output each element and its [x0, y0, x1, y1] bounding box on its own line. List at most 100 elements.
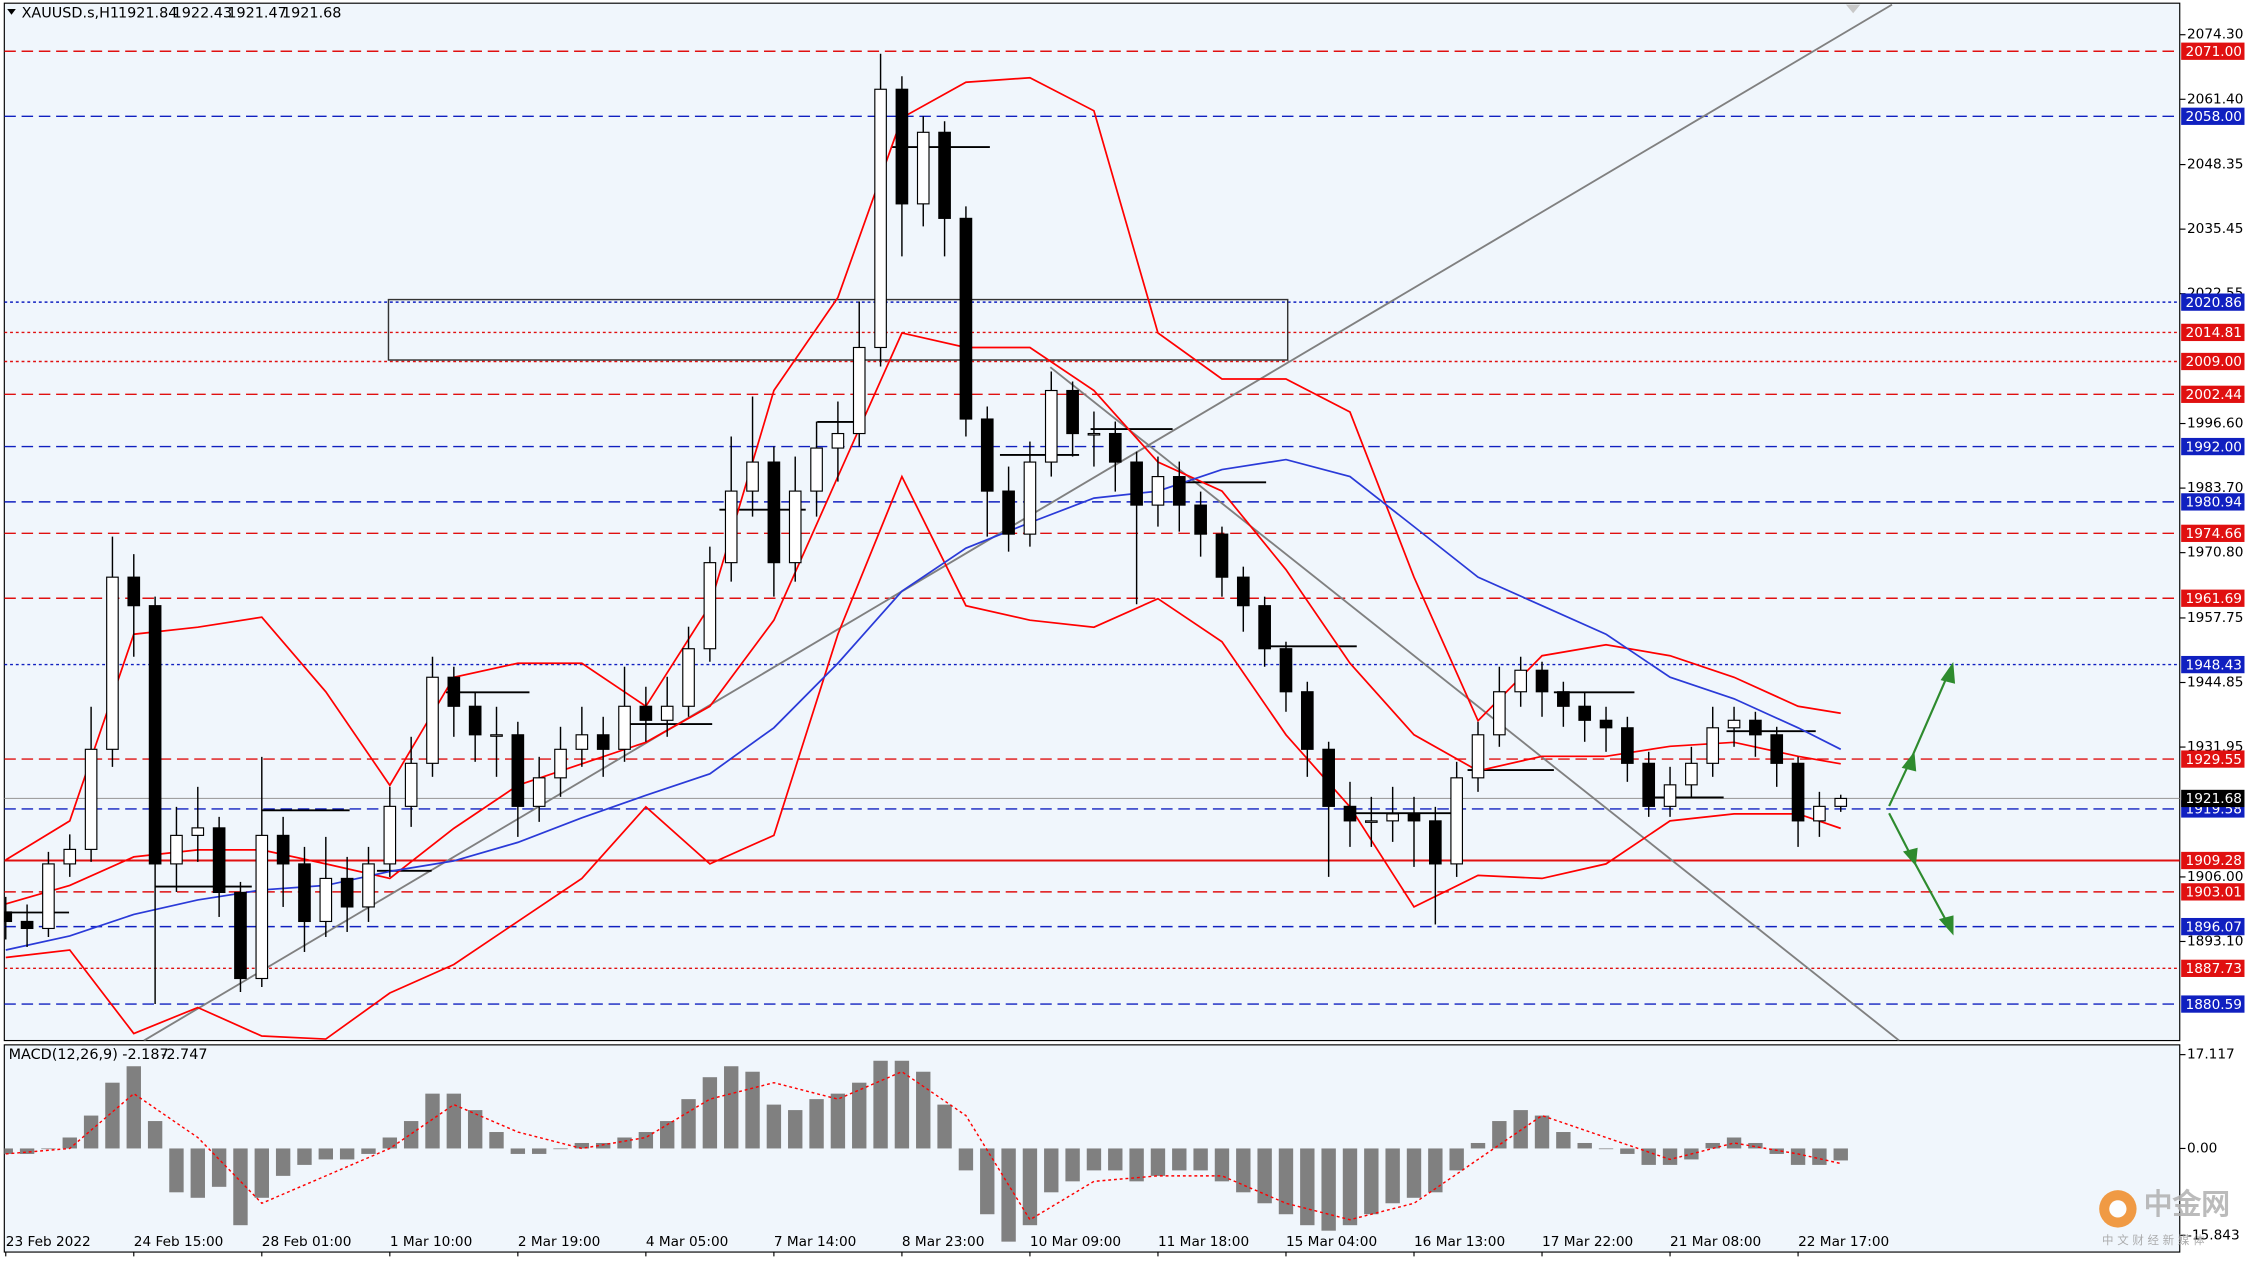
indicator-line	[5, 331, 1841, 905]
candle-body	[1791, 762, 1805, 822]
candle-body	[170, 834, 183, 865]
macd-bar	[1577, 1142, 1592, 1149]
candle-body	[127, 576, 141, 607]
macd-y-tick-label: 0.00	[2187, 1140, 2217, 1156]
header-open: 1921.84	[118, 5, 177, 21]
level-label: 1909.28	[2186, 853, 2242, 869]
macd-bar	[1598, 1148, 1614, 1150]
macd-bar	[660, 1121, 675, 1149]
candle-body	[532, 777, 546, 807]
candle-body	[1514, 669, 1528, 693]
candle-body	[618, 705, 631, 750]
candle-body	[447, 676, 461, 707]
candle-body	[1364, 820, 1378, 823]
macd-bar	[1428, 1148, 1443, 1193]
x-tick-label: 16 Mar 13:00	[1414, 1234, 1505, 1250]
candle-body	[703, 562, 717, 650]
x-tick-label: 17 Mar 22:00	[1542, 1234, 1633, 1250]
macd-bar	[873, 1060, 888, 1149]
candle-body	[852, 346, 866, 435]
macd-bar	[211, 1148, 227, 1187]
macd-bar	[1406, 1148, 1422, 1198]
macd-bar	[1556, 1132, 1571, 1149]
macd-bar	[1172, 1148, 1187, 1171]
level-label: 1896.07	[2186, 919, 2242, 935]
candle-body	[1471, 734, 1485, 779]
candle-body	[554, 748, 567, 779]
macd-y-tick-label: -15.843	[2187, 1227, 2240, 1243]
macd-bar	[1022, 1148, 1038, 1226]
candle-body	[1706, 727, 1720, 764]
level-label-box	[2181, 352, 2245, 371]
level-label: 1929.55	[2186, 752, 2242, 768]
x-tick-label: 1 Mar 10:00	[390, 1234, 473, 1250]
candle-body	[1599, 719, 1613, 729]
macd-y-tick-label: 17.117	[2187, 1047, 2235, 1063]
level-label-box	[2181, 323, 2245, 342]
macd-bar	[1449, 1148, 1464, 1171]
candle-body	[1663, 784, 1677, 807]
level-label-box	[2181, 851, 2245, 870]
macd-bar	[852, 1082, 867, 1149]
candle-body	[1044, 389, 1058, 463]
macd-bar	[318, 1148, 334, 1160]
level-label: 1961.69	[2186, 591, 2242, 607]
candle-body	[959, 217, 973, 420]
x-tick-label: 21 Mar 08:00	[1670, 1234, 1761, 1250]
macd-signal-value: -2.747	[161, 1047, 207, 1063]
macd-bar	[1513, 1110, 1528, 1149]
macd-bar	[361, 1148, 376, 1154]
symbol: XAUUSD.s,H1	[22, 5, 120, 21]
level-label-box	[2181, 42, 2245, 60]
candle-body	[1642, 762, 1656, 807]
macd-bar	[1364, 1148, 1379, 1215]
candle-body	[1535, 669, 1549, 693]
level-label: 2009.00	[2186, 354, 2242, 370]
candle-body	[1215, 533, 1229, 578]
candles	[4, 53, 1848, 1005]
macd-bar	[169, 1148, 184, 1193]
candle-body	[1066, 389, 1079, 435]
macd-bar	[467, 1110, 483, 1149]
macd-bar	[1044, 1148, 1059, 1193]
level-label: 1948.43	[2186, 657, 2242, 673]
level-label-box	[2181, 385, 2245, 403]
candle-body	[84, 748, 98, 850]
current-price-label: 1921.68	[2186, 791, 2242, 807]
candle-body	[1322, 748, 1335, 807]
macd-bar	[105, 1082, 120, 1149]
macd-bar	[1385, 1148, 1400, 1204]
macd-bar	[1278, 1148, 1294, 1215]
candle-body	[42, 863, 55, 930]
candle-body	[1258, 605, 1271, 650]
macd-bar	[147, 1121, 163, 1149]
level-label-box	[2181, 524, 2245, 542]
candle-body	[810, 447, 823, 492]
candle-body	[148, 605, 162, 865]
candle-body	[1194, 504, 1207, 535]
candle-body	[1130, 461, 1143, 506]
macd-bar	[1257, 1148, 1272, 1204]
candle-body	[426, 676, 439, 764]
macd-bar	[830, 1093, 846, 1149]
level-label: 2071.00	[2186, 44, 2242, 60]
macd-bar	[916, 1071, 931, 1149]
macd-bar	[745, 1071, 760, 1149]
candle-body	[1429, 820, 1442, 865]
candle-body	[1834, 797, 1848, 807]
candle-body	[298, 863, 311, 923]
macd-bar	[724, 1066, 739, 1149]
candle-body	[1151, 476, 1165, 506]
macd-bar	[1001, 1148, 1016, 1242]
x-tick-label: 28 Feb 01:00	[262, 1234, 352, 1250]
candle-body	[1023, 461, 1037, 535]
y-tick-label: 1906.00	[2187, 869, 2243, 885]
axes: 2074.302061.402048.352035.452022.551996.…	[5, 27, 2245, 1257]
macd-bar	[41, 1148, 56, 1150]
macd-signal	[5, 1070, 1841, 1221]
x-tick-label: 10 Mar 09:00	[1030, 1234, 1121, 1250]
macd-bar	[1790, 1148, 1806, 1165]
macd-bar	[1705, 1142, 1720, 1149]
x-tick-label: 7 Mar 14:00	[774, 1234, 857, 1250]
candle-body	[682, 648, 695, 707]
